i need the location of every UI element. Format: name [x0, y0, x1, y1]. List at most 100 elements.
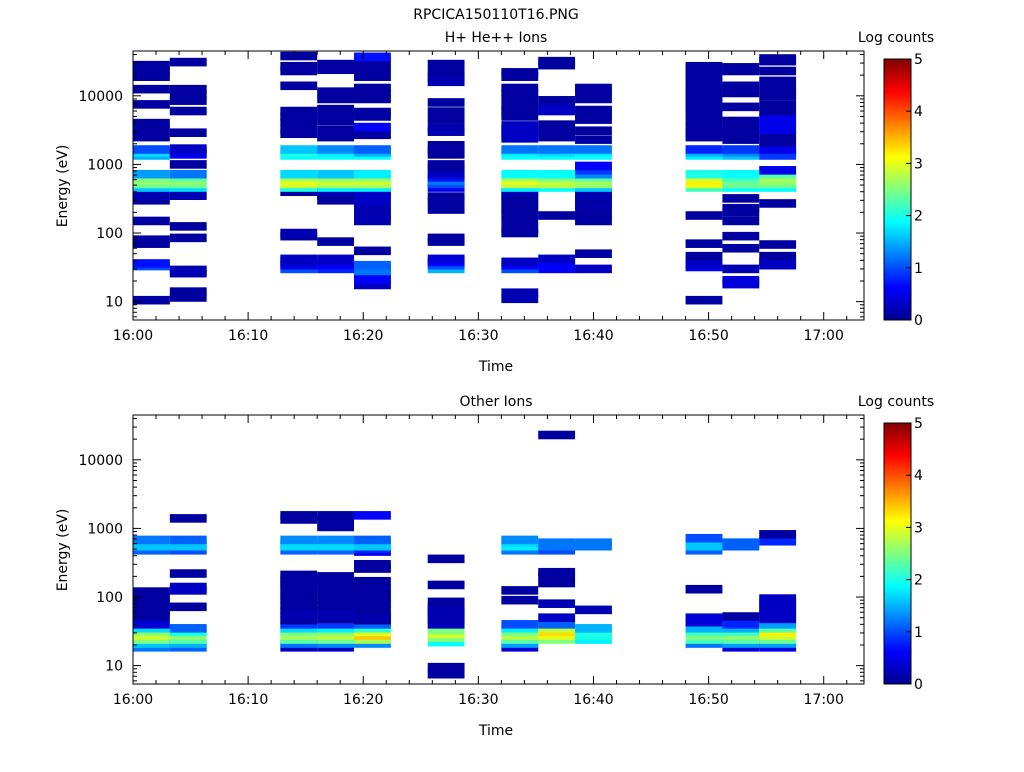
heatmap-cell — [685, 98, 723, 107]
colorbar-tick-label: 3 — [914, 156, 923, 172]
heatmap-cell — [685, 104, 723, 113]
figure-title: RPCICA150110T16.PNG — [413, 7, 578, 23]
y-tick-label: 10000 — [78, 89, 123, 105]
heatmap-cell — [133, 118, 170, 128]
heatmap-cell — [685, 128, 723, 137]
heatmap-cell — [759, 106, 797, 116]
heatmap-cell — [501, 586, 539, 595]
heatmap-cell — [722, 231, 760, 241]
heatmap-cell — [354, 202, 391, 212]
heatmap-cell — [759, 536, 797, 546]
heatmap-cell — [169, 84, 207, 94]
heatmap-cell — [759, 125, 797, 135]
heatmap-cell — [501, 196, 539, 205]
heatmap-cell — [685, 617, 723, 627]
heatmap-cell — [501, 169, 539, 179]
heatmap-cell — [501, 121, 539, 130]
heatmap-cell — [354, 280, 391, 290]
heatmap-cell — [575, 196, 612, 205]
heatmap-cell — [133, 612, 170, 621]
heatmap-cell — [427, 233, 465, 243]
heatmap-cell — [722, 264, 760, 274]
heatmap-cell — [169, 169, 207, 179]
heatmap-cell — [501, 205, 539, 214]
heatmap-cell — [538, 132, 576, 142]
heatmap-cell — [354, 197, 391, 206]
heatmap-cell — [280, 595, 318, 605]
heatmap-cell — [317, 169, 355, 179]
heatmap-cell — [354, 589, 391, 599]
heatmap-cell — [722, 612, 760, 621]
heatmap-cell — [354, 606, 391, 616]
heatmap-cell — [427, 77, 465, 87]
heatmap-cell — [354, 56, 391, 66]
heatmap-cell — [169, 535, 207, 545]
heatmap-cell — [575, 83, 612, 93]
heatmap-cell — [501, 94, 539, 104]
y-tick-label: 10 — [105, 659, 123, 675]
heatmap-cell — [317, 595, 355, 605]
heatmap-cell — [575, 115, 612, 124]
heatmap-cell — [501, 294, 539, 304]
heatmap-cell — [722, 121, 760, 130]
heatmap-cell — [575, 145, 612, 154]
heatmap-cell — [280, 124, 318, 134]
heatmap-cell — [317, 572, 355, 581]
x-tick-label: 16:00 — [113, 328, 153, 344]
heatmap-cell — [280, 117, 318, 126]
heatmap-cells — [133, 51, 797, 305]
heatmap-cell — [759, 100, 797, 109]
heatmap-cell — [759, 598, 797, 608]
heatmap-cell — [575, 624, 612, 633]
heatmap-cell — [685, 211, 723, 220]
heatmap-cell — [501, 88, 539, 98]
y-tick-label: 100 — [96, 590, 123, 606]
heatmap-cell — [317, 104, 355, 114]
heatmap-cells — [133, 430, 797, 679]
heatmap-cell — [501, 72, 539, 81]
heatmap-cell — [759, 199, 797, 208]
heatmap-cell — [427, 662, 465, 672]
heatmap-cell — [501, 216, 539, 226]
heatmap-cell — [427, 169, 465, 179]
x-tick-label: 16:30 — [458, 692, 498, 708]
heatmap-cell — [685, 132, 723, 142]
heatmap-cell — [759, 138, 797, 147]
heatmap-cell — [169, 222, 207, 231]
heatmap-cell — [169, 602, 207, 612]
heatmap-cell — [427, 141, 465, 150]
heatmap-cell — [133, 295, 170, 305]
heatmap-cell — [722, 169, 760, 179]
y-tick-label: 10 — [105, 295, 123, 311]
heatmap-cell — [317, 111, 355, 121]
heatmap-cell — [280, 129, 318, 139]
heatmap-cell — [685, 116, 723, 126]
heatmap-cell — [133, 216, 170, 226]
colorbar-tick-label: 1 — [914, 625, 923, 641]
x-tick-label: 16:10 — [228, 692, 268, 708]
colorbar-gradient — [884, 59, 911, 320]
heatmap-cell — [317, 94, 355, 104]
heatmap-cell — [133, 72, 170, 81]
heatmap-cell — [501, 102, 539, 111]
x-tick-label: 16:20 — [343, 328, 383, 344]
heatmap-cell — [354, 535, 391, 545]
heatmap-cell — [169, 128, 207, 137]
heatmap-cell — [354, 88, 391, 98]
heatmap-cell — [685, 251, 723, 261]
heatmap-cell — [538, 120, 576, 129]
heatmap-cell — [759, 594, 797, 603]
heatmap-cell — [575, 249, 612, 258]
heatmap-cell — [280, 145, 318, 154]
heatmap-cell — [501, 257, 539, 267]
x-axis-label: Time — [478, 359, 513, 375]
heatmap-cell — [759, 118, 797, 128]
colorbar-tick-label: 0 — [914, 677, 923, 693]
heatmap-cell — [759, 145, 797, 154]
heatmap-cell — [354, 246, 391, 256]
heatmap-cell — [759, 257, 797, 267]
heatmap-cell — [427, 107, 465, 116]
heatmap-cell — [722, 135, 760, 144]
heatmap-cell — [169, 569, 207, 578]
heatmap-cell — [501, 595, 539, 605]
